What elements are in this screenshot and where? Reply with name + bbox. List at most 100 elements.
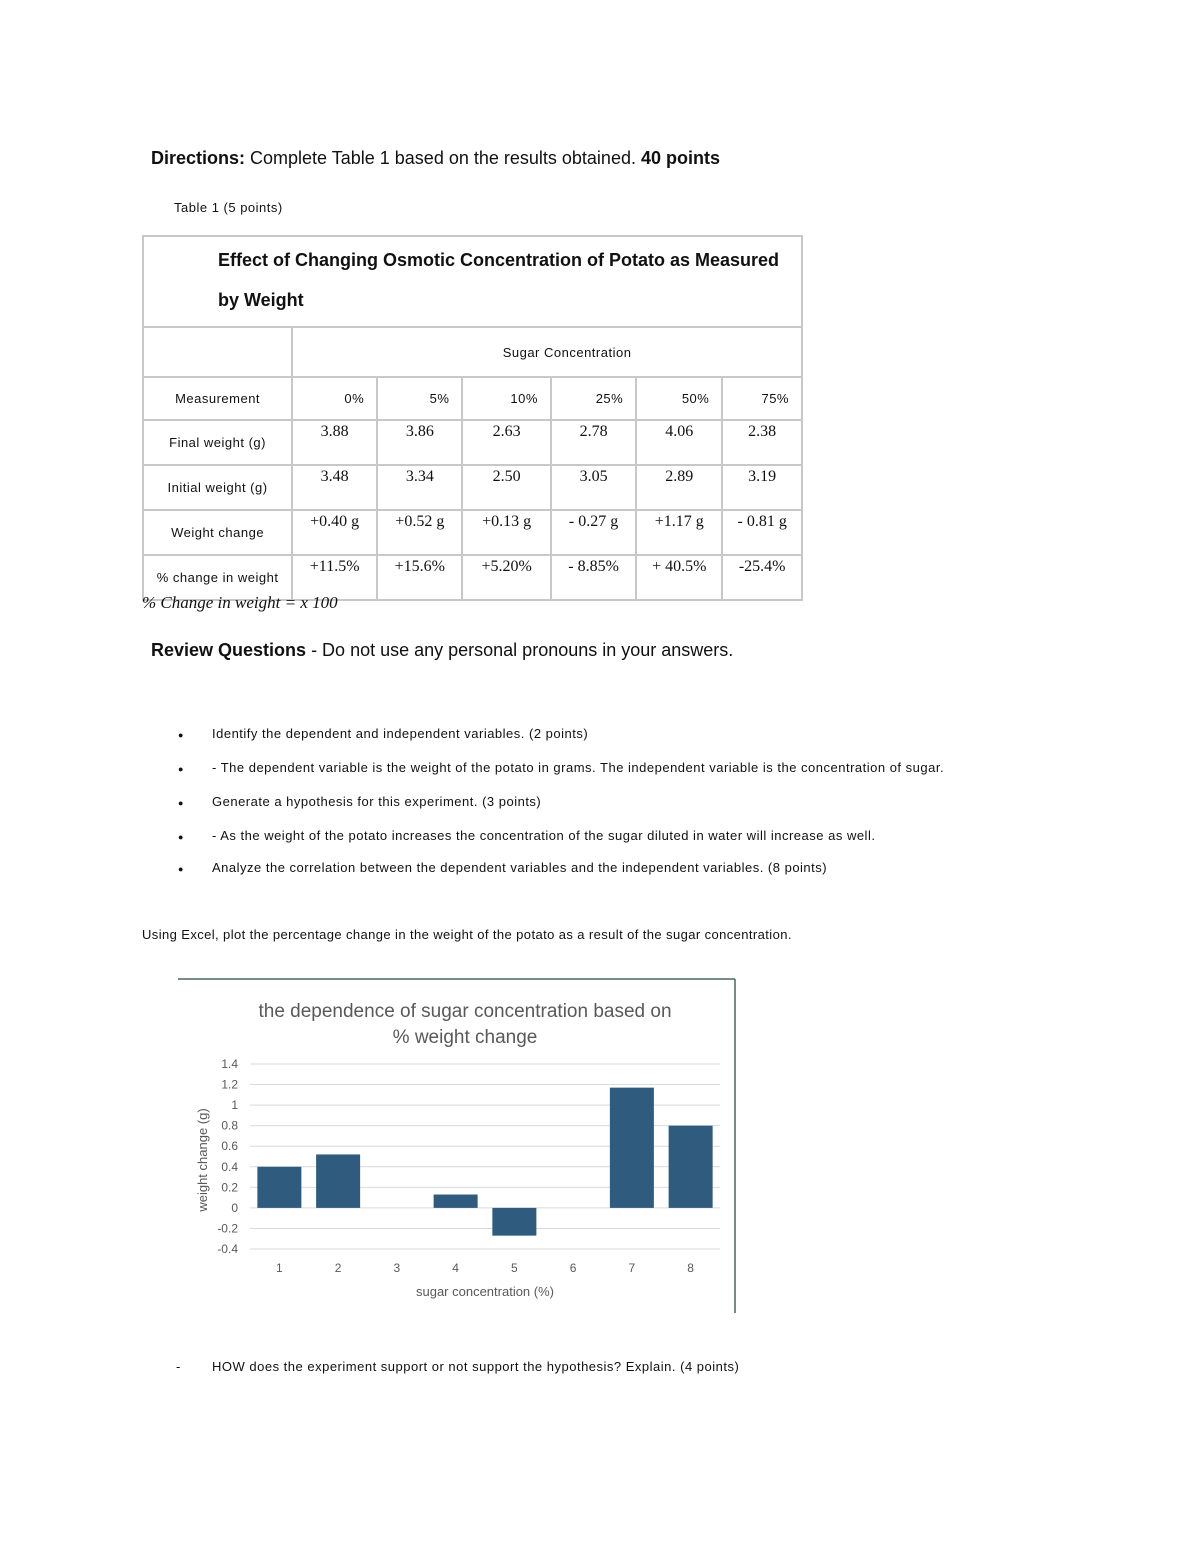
directions: Directions: Complete Table 1 based on th…	[151, 148, 720, 169]
final-question-text: HOW does the experiment support or not s…	[212, 1359, 740, 1374]
table-cell: 3.34	[376, 464, 464, 511]
table-cell: 3.48	[291, 464, 379, 511]
x-axis-label: sugar concentration (%)	[416, 1284, 554, 1299]
list-item-text: - The dependent variable is the weight o…	[212, 760, 945, 775]
x-tick-label: 8	[687, 1261, 694, 1275]
list-item: ● Identify the dependent and independent …	[178, 726, 588, 741]
bar	[257, 1166, 302, 1208]
column-header: 0%	[291, 376, 379, 421]
x-tick-label: 3	[394, 1261, 401, 1275]
table-cell: 2.89	[635, 464, 724, 511]
y-tick-label: 1	[231, 1098, 238, 1112]
x-tick-label: 6	[570, 1261, 577, 1275]
list-marker: -	[176, 1359, 181, 1374]
table-cell: +0.52 g	[376, 509, 464, 556]
bar	[609, 1087, 654, 1208]
list-item: ● - The dependent variable is the weight …	[178, 760, 944, 775]
directions-label: Directions:	[151, 148, 246, 168]
list-item: ● Analyze the correlation between the dep…	[178, 860, 827, 875]
y-tick-label: 1.4	[221, 1057, 238, 1071]
table-cell: 2.50	[461, 464, 552, 511]
row-label: % change in weight	[141, 554, 294, 601]
column-header: 25%	[549, 376, 638, 421]
row-label: Final weight (g)	[141, 419, 294, 466]
table-cell: +11.5%	[291, 554, 379, 601]
bar	[433, 1194, 478, 1208]
header-row: Measurement 0% 5% 10% 25% 50% 75%	[141, 376, 803, 421]
bullet-icon: ●	[178, 864, 184, 874]
formula: % Change in weight = x 100	[142, 593, 338, 612]
results-table: Effect of Changing Osmotic Concentration…	[141, 235, 803, 601]
y-tick-label: 0	[231, 1201, 238, 1215]
list-item: ● Generate a hypothesis for this experime…	[178, 794, 541, 809]
final-question: - HOW does the experiment support or not …	[176, 1359, 739, 1374]
column-header: 10%	[461, 376, 552, 421]
table-cell: +0.40 g	[291, 509, 379, 556]
table-row: Initial weight (g) 3.48 3.34 2.50 3.05 2.89 3.…	[141, 464, 803, 511]
table-cell: +15.6%	[376, 554, 464, 601]
table-cell: 4.06	[635, 419, 724, 466]
table-row: Weight change +0.40 g +0.52 g +0.13 g- 0.27…	[141, 509, 803, 556]
y-tick-label: 0.4	[221, 1160, 238, 1174]
table-row: % change in weight +11.5% +15.6% +5.20% - 8.…	[141, 554, 803, 601]
bullet-icon: ●	[178, 832, 184, 842]
chart-title: the dependence of sugar concentration ba…	[258, 1001, 671, 1022]
x-tick-label: 1	[276, 1261, 283, 1275]
empty-cell	[141, 326, 294, 378]
x-tick-label: 2	[335, 1261, 342, 1275]
directions-text: Complete Table 1 based on the results ob…	[245, 148, 641, 168]
y-tick-label: 0.8	[221, 1119, 238, 1133]
table-cell: + 40.5%	[635, 554, 724, 601]
table-cell: -25.4%	[721, 554, 803, 601]
table-cell: +0.13 g	[461, 509, 552, 556]
y-axis-label: weight change (g)	[195, 1108, 210, 1212]
list-item: ● - As the weight of the potato increases…	[178, 828, 875, 843]
table-cell: 2.38	[721, 419, 803, 466]
table-row: Final weight (g) 3.88 3.86 2.63 2.78 4.06 2.38	[141, 419, 803, 466]
bar	[316, 1154, 361, 1208]
bar	[492, 1207, 537, 1236]
column-header: Measurement	[141, 376, 294, 421]
table-cell: 3.88	[291, 419, 379, 466]
review-heading: Review Questions - Do not use any person…	[151, 640, 733, 661]
row-label: Initial weight (g)	[141, 464, 294, 511]
list-item-text: - As the weight of the potato increases …	[212, 828, 876, 843]
chart-title: % weight change	[393, 1027, 538, 1048]
table-cell: - 0.81 g	[721, 509, 803, 556]
group-header: Sugar Concentration	[291, 326, 803, 378]
table-cell: - 8.85%	[549, 554, 638, 601]
x-tick-label: 4	[452, 1261, 459, 1275]
review-text: - Do not use any personal pronouns in yo…	[306, 640, 734, 660]
table-caption: Table 1 (5 points)	[174, 200, 283, 215]
column-header: 75%	[721, 376, 803, 421]
list-item-text: Analyze the correlation between the depe…	[212, 860, 828, 875]
y-tick-label: 1.2	[221, 1078, 238, 1092]
bar	[668, 1125, 713, 1208]
table-cell: 3.05	[549, 464, 638, 511]
row-label: Weight change	[141, 509, 294, 556]
y-tick-label: 0.6	[221, 1139, 238, 1153]
column-header: 50%	[635, 376, 724, 421]
bar-chart: the dependence of sugar concentration ba…	[178, 978, 736, 1313]
list-item-text: Identify the dependent and independent v…	[212, 726, 589, 741]
table-cell: 3.86	[376, 419, 464, 466]
bullet-icon: ●	[178, 730, 184, 740]
table-cell: - 0.27 g	[549, 509, 638, 556]
table-cell: 2.63	[461, 419, 552, 466]
y-tick-label: -0.4	[217, 1242, 238, 1256]
table-cell: 2.78	[549, 419, 638, 466]
y-tick-label: -0.2	[217, 1221, 238, 1235]
review-label: Review Questions	[151, 640, 307, 660]
bullet-icon: ●	[178, 764, 184, 774]
table-title: Effect of Changing Osmotic Concentration…	[142, 235, 803, 328]
x-tick-label: 5	[511, 1261, 518, 1275]
table-cell: 3.19	[721, 464, 803, 511]
x-tick-label: 7	[629, 1261, 636, 1275]
list-item-text: Generate a hypothesis for this experimen…	[212, 794, 542, 809]
table-cell: +1.17 g	[635, 509, 724, 556]
table-cell: +5.20%	[461, 554, 552, 601]
excel-instruction: Using Excel, plot the percentage change …	[142, 927, 792, 942]
y-tick-label: 0.2	[221, 1180, 238, 1194]
bullet-icon: ●	[178, 798, 184, 808]
